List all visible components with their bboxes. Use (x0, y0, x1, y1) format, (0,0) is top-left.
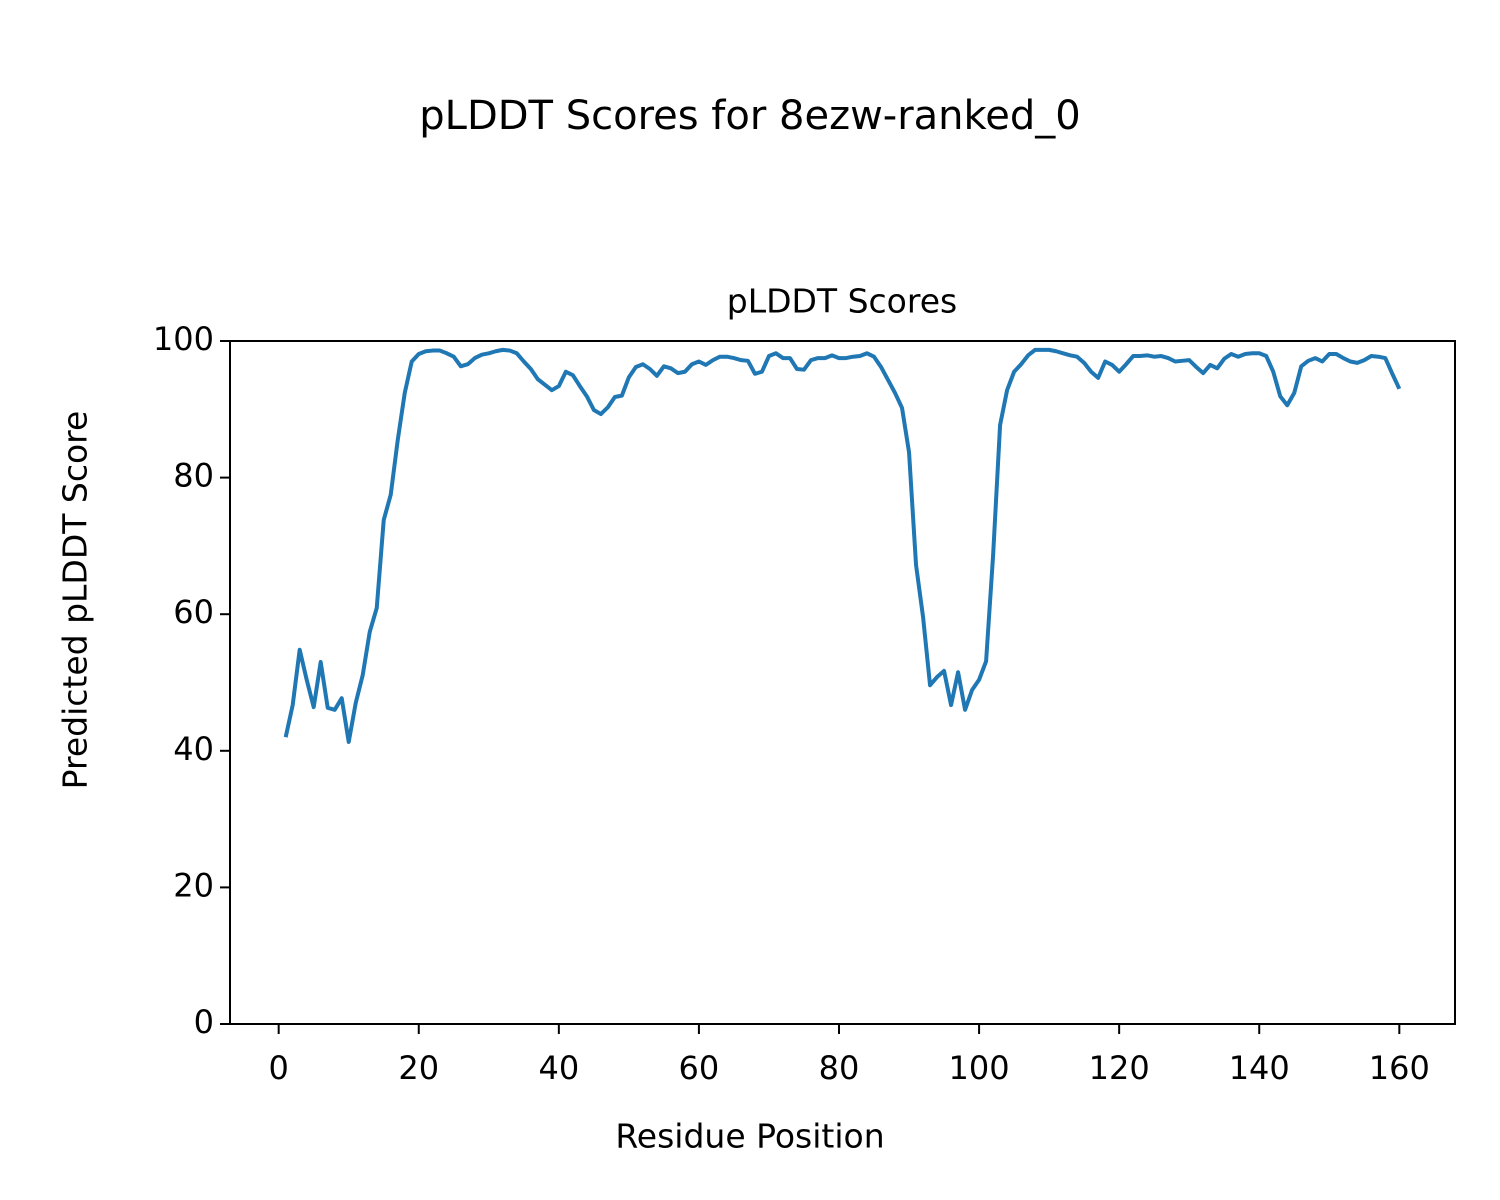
y-tick-label: 60 (173, 593, 214, 631)
plot-frame (229, 340, 1456, 1025)
y-tick-label: 20 (173, 866, 214, 904)
x-tick-label: 100 (949, 1049, 1010, 1087)
x-tick-label: 80 (819, 1049, 860, 1087)
x-tick-label: 60 (679, 1049, 720, 1087)
y-tick-label: 80 (173, 457, 214, 495)
y-tick-label: 40 (173, 730, 214, 768)
y-tick-label: 0 (194, 1003, 214, 1041)
y-axis-label: Predicted pLDDT Score (56, 411, 95, 790)
x-axis-label: Residue Position (615, 1117, 884, 1156)
x-tick-label: 20 (398, 1049, 439, 1087)
x-tick-label: 0 (268, 1049, 288, 1087)
x-tick-label: 160 (1369, 1049, 1430, 1087)
x-tick-label: 40 (538, 1049, 579, 1087)
chart-title: pLDDT Scores (727, 282, 957, 321)
y-tick-label: 100 (153, 320, 214, 358)
line-series (283, 347, 1402, 744)
suptitle: pLDDT Scores for 8ezw-ranked_0 (419, 93, 1080, 139)
x-tick-label: 120 (1089, 1049, 1150, 1087)
x-tick-label: 140 (1229, 1049, 1290, 1087)
